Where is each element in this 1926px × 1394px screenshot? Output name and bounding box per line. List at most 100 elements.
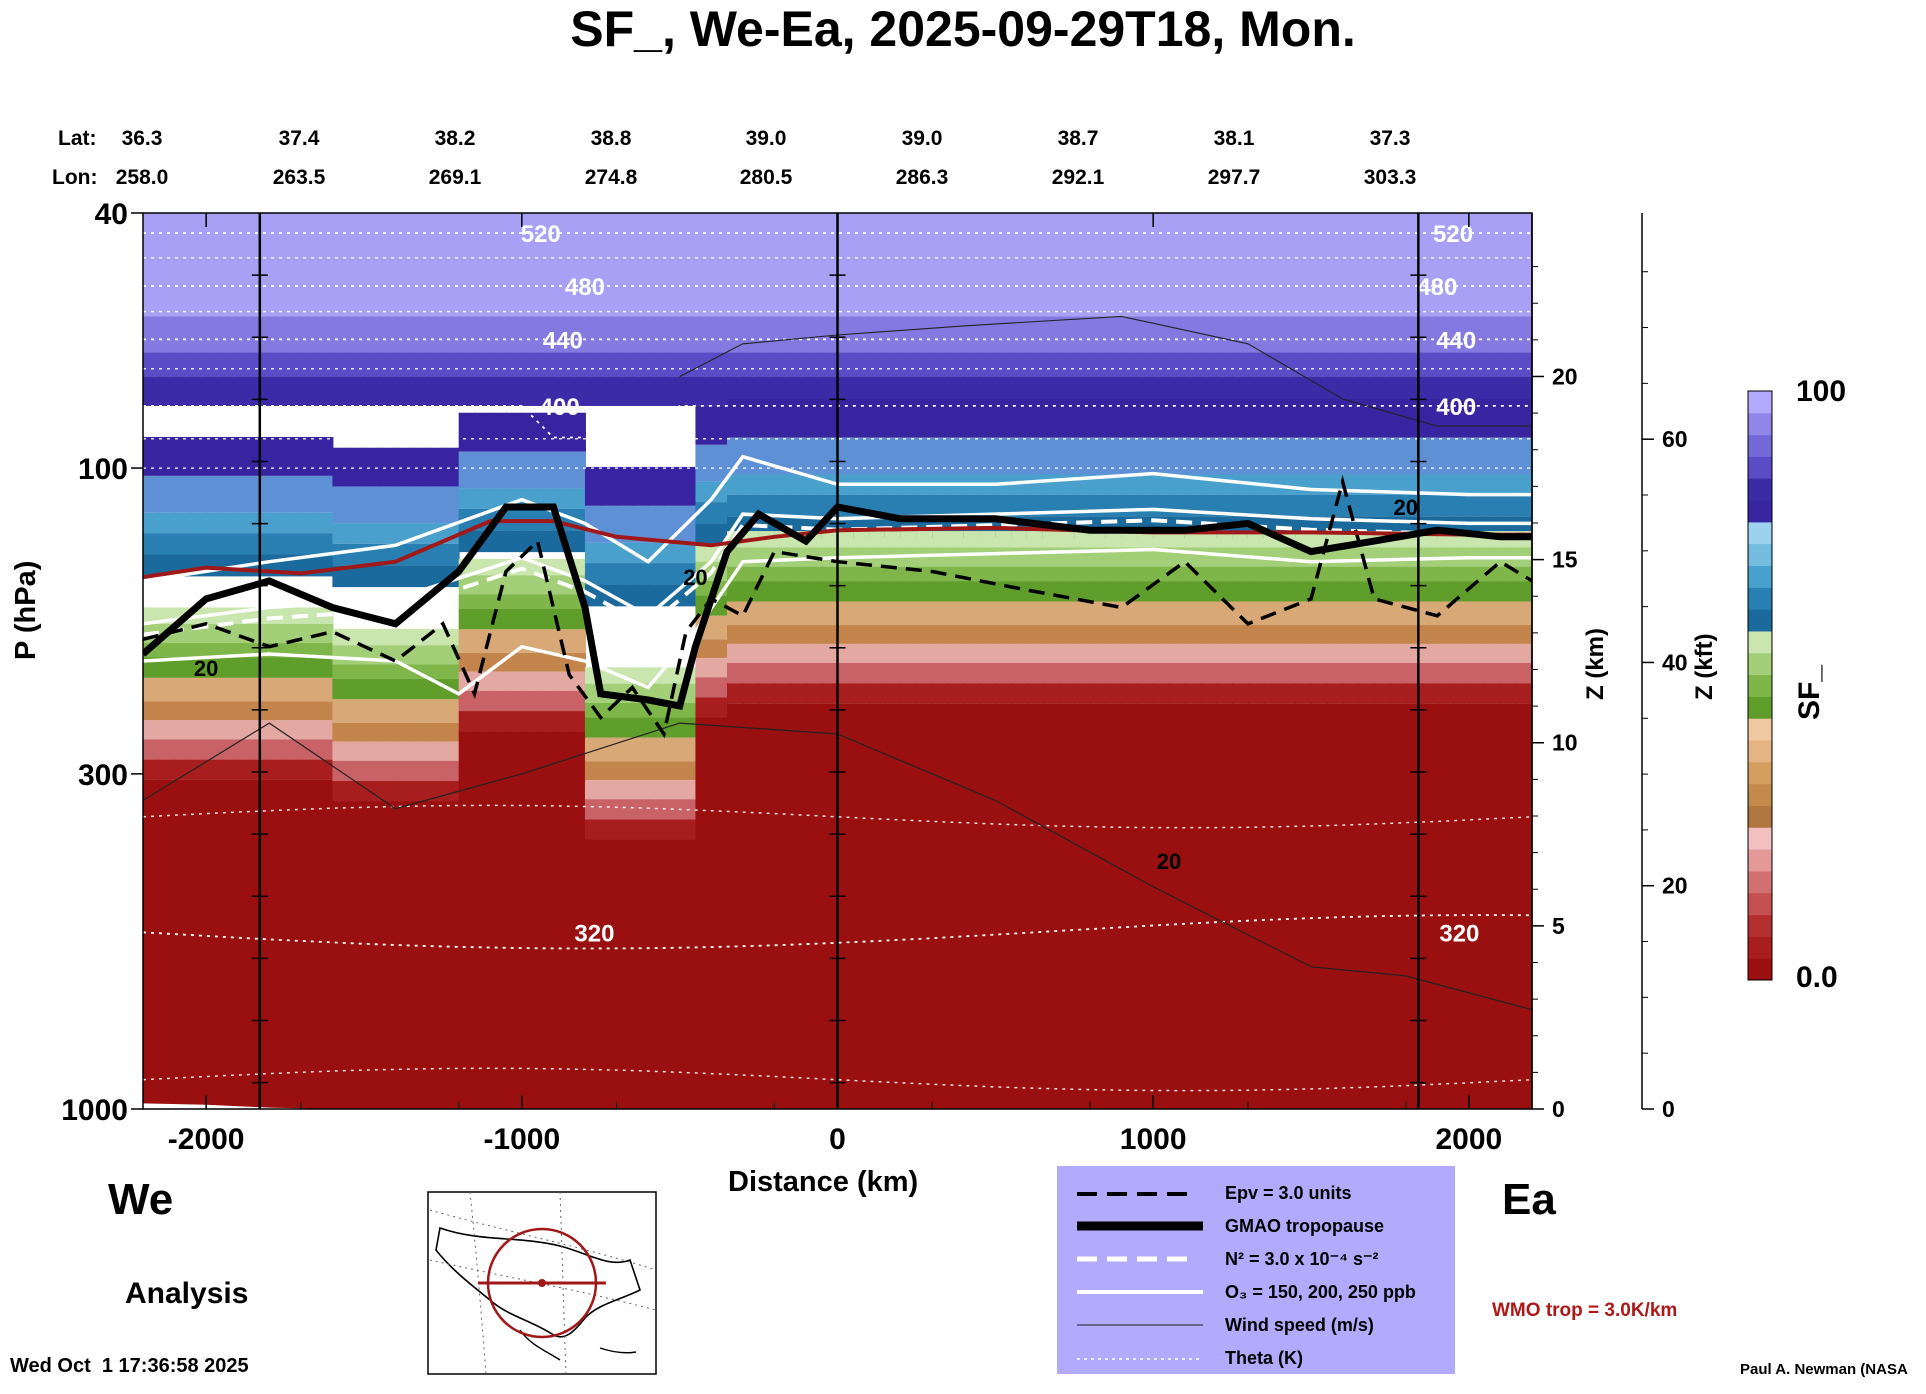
sf-column-band bbox=[1168, 581, 1186, 602]
sf-column-band bbox=[569, 690, 586, 712]
sf-column-band bbox=[853, 625, 871, 644]
theta-label-440: 440 bbox=[1436, 327, 1476, 354]
sf-column-band bbox=[1153, 531, 1170, 548]
sf-column-band bbox=[1295, 566, 1313, 582]
sf-column-band bbox=[932, 601, 949, 626]
sf-column-band bbox=[979, 494, 997, 517]
sf-column-band bbox=[174, 316, 192, 353]
sf-column-band bbox=[663, 761, 681, 781]
sf-column-band bbox=[1247, 213, 1265, 317]
sf-column-band bbox=[569, 316, 586, 353]
sf-column-band bbox=[1453, 601, 1470, 626]
sf-column-band bbox=[663, 213, 681, 317]
sf-column-band bbox=[1121, 352, 1139, 377]
sf-column-band bbox=[1026, 376, 1044, 406]
sf-column-band bbox=[995, 531, 1013, 548]
sf-column-band bbox=[190, 376, 208, 406]
sf-column-band bbox=[648, 717, 665, 738]
sf-column-band bbox=[1453, 494, 1470, 517]
sf-column-band bbox=[616, 316, 634, 353]
sf-column-band bbox=[1153, 437, 1170, 475]
sf-column-band bbox=[695, 717, 713, 1109]
sf-column-band bbox=[206, 475, 223, 513]
sf-column-band bbox=[143, 533, 160, 555]
sf-column-band bbox=[1090, 474, 1107, 495]
sf-column-band bbox=[1405, 352, 1423, 377]
wmo-tropopause-line bbox=[143, 519, 1532, 580]
sf-column-band bbox=[805, 566, 823, 582]
sf-column-band bbox=[1011, 547, 1028, 567]
sf-column-band bbox=[1216, 474, 1234, 495]
sf-column-band bbox=[1058, 643, 1076, 663]
sf-column-band bbox=[1516, 662, 1532, 684]
theta-label-480: 480 bbox=[1417, 274, 1457, 301]
sf-column-band bbox=[1105, 398, 1123, 438]
sf-column-band bbox=[584, 780, 602, 800]
sf-column-band bbox=[869, 398, 886, 438]
sf-column-band bbox=[1516, 703, 1532, 1109]
sf-column-band bbox=[1484, 352, 1502, 377]
sf-column-band bbox=[458, 629, 476, 653]
sf-column-band bbox=[1389, 352, 1407, 377]
sf-column-band bbox=[190, 213, 208, 317]
sf-column-band bbox=[837, 703, 855, 1109]
sf-column-band bbox=[206, 316, 223, 353]
sf-column-band bbox=[537, 629, 555, 653]
sf-column-band bbox=[285, 475, 302, 513]
sf-column-band bbox=[679, 717, 697, 738]
sf-column-band bbox=[711, 697, 729, 718]
sf-column-band bbox=[1358, 398, 1376, 438]
sf-column-band bbox=[1389, 547, 1407, 567]
sf-column-band bbox=[1263, 352, 1281, 377]
sf-column-band bbox=[379, 781, 397, 802]
sf-column-band bbox=[363, 760, 381, 782]
colorbar-band bbox=[1748, 521, 1772, 545]
sf-column-band bbox=[1011, 531, 1028, 548]
sf-column-band bbox=[648, 505, 665, 543]
x-tick-label: 0 bbox=[829, 1123, 846, 1156]
sf-column-band bbox=[1090, 566, 1107, 582]
sf-column-band bbox=[1389, 662, 1407, 684]
sf-column-band bbox=[442, 699, 460, 723]
sf-column-band bbox=[1468, 662, 1486, 684]
sf-column-band bbox=[1326, 437, 1344, 475]
sf-column-band bbox=[506, 316, 523, 353]
sf-column-band bbox=[490, 376, 508, 406]
sf-column-band bbox=[1453, 376, 1470, 406]
sf-column-band bbox=[269, 759, 287, 780]
sf-column-band bbox=[900, 398, 918, 438]
sf-column-band bbox=[1200, 547, 1218, 567]
sf-column-band bbox=[1279, 437, 1297, 475]
sf-column-band bbox=[790, 376, 807, 406]
sf-column-band bbox=[506, 412, 523, 452]
sf-column-band bbox=[1389, 316, 1407, 353]
sf-column-band bbox=[1437, 213, 1455, 317]
sf-column-band bbox=[853, 662, 871, 684]
sf-column-band bbox=[158, 316, 176, 353]
sf-column-band bbox=[1074, 437, 1092, 475]
sf-column-band bbox=[774, 494, 792, 517]
sf-column-band bbox=[190, 512, 208, 534]
sf-column-band bbox=[363, 664, 381, 679]
sf-column-band bbox=[790, 662, 807, 684]
sf-column-band bbox=[506, 690, 523, 712]
sf-column-band bbox=[853, 437, 871, 475]
sf-column-band bbox=[190, 759, 208, 780]
sf-column-band bbox=[1500, 398, 1518, 438]
sf-column-band bbox=[758, 213, 776, 317]
legend-swatches bbox=[1077, 1192, 1203, 1360]
sf-column-band bbox=[1453, 643, 1470, 663]
sf-column-band bbox=[1026, 643, 1044, 663]
sf-column-band bbox=[316, 657, 334, 678]
sf-column-band bbox=[790, 625, 807, 644]
sf-column-band bbox=[1026, 662, 1044, 684]
sf-column-band bbox=[1500, 601, 1518, 626]
legend-item-epv: Epv = 3.0 units bbox=[1225, 1183, 1352, 1203]
sf-column-band bbox=[1168, 398, 1186, 438]
sf-column-band bbox=[300, 739, 318, 760]
legend: Epv = 3.0 units GMAO tropopause N² = 3.0… bbox=[1057, 1166, 1455, 1374]
sf-column-band bbox=[995, 376, 1013, 406]
sf-column-band bbox=[1516, 316, 1532, 353]
sf-column-band bbox=[1153, 581, 1170, 602]
sf-column-band bbox=[742, 703, 760, 1109]
